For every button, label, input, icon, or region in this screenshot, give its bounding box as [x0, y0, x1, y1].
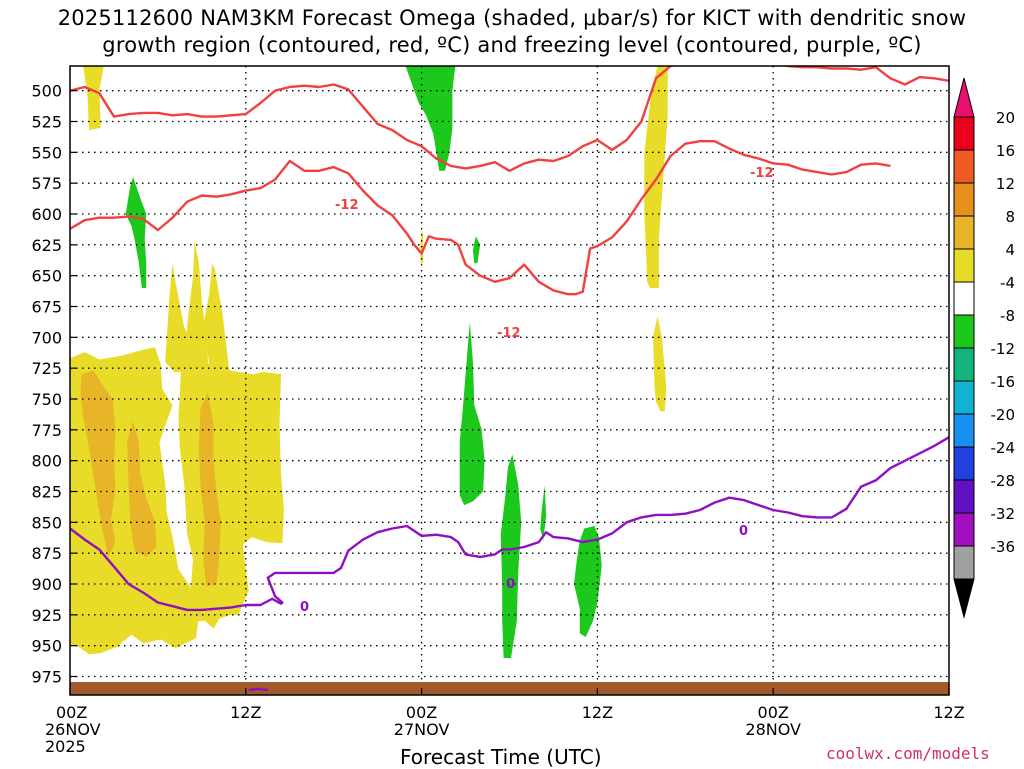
omega-region-5 — [185, 241, 210, 387]
x-tick-label: 12Z — [933, 703, 964, 722]
omega-region-14 — [405, 66, 456, 171]
y-tick-label: 725 — [31, 359, 62, 378]
y-tick-label: 875 — [31, 544, 62, 563]
x-tick-label: 12Z — [582, 703, 613, 722]
y-axis: 500 525 550 575 600 625 650 675 700 725 750 775 800 8… — [31, 82, 76, 687]
x-tick-label: 2025 — [45, 737, 86, 756]
colorbar-label: -20 — [991, 406, 1016, 424]
colorbar-label: 12 — [996, 175, 1015, 193]
y-tick-label: 650 — [31, 267, 62, 286]
colorbar-swatch — [953, 545, 975, 580]
credit-link[interactable]: coolwx.com/models — [826, 744, 990, 763]
y-tick-label: 750 — [31, 390, 62, 409]
omega-region-11 — [644, 66, 668, 288]
omega-region-1 — [83, 66, 104, 131]
plot-frame — [69, 65, 950, 696]
dgz-label-2: -12 — [497, 326, 521, 341]
omega-region-10 — [420, 232, 424, 264]
y-tick-label: 800 — [31, 452, 62, 471]
contour-labels: -12 -12 -12 0 0 0 — [300, 166, 774, 615]
colorbar-swatch — [953, 215, 975, 250]
omega-region-18 — [540, 485, 547, 541]
colorbar-label: -36 — [991, 538, 1016, 556]
contours — [70, 66, 949, 692]
colorbar: 20 16 12 8 4 -4 -8 -12 -16 -20 -24 -28 -32 -36 — [953, 77, 1016, 619]
colorbar-label: -28 — [991, 472, 1016, 490]
colorbar-swatch — [953, 413, 975, 448]
colorbar-swatch — [953, 116, 975, 151]
x-tick-label: 00Z — [56, 703, 87, 722]
colorbar-swatch — [953, 182, 975, 217]
omega-region-17 — [500, 454, 522, 658]
colorbar-swatch — [953, 149, 975, 184]
omega-region-6 — [203, 263, 230, 381]
y-tick-label: 975 — [31, 668, 62, 687]
y-tick-label: 900 — [31, 575, 62, 594]
y-tick-label: 625 — [31, 236, 62, 255]
colorbar-swatch — [953, 479, 975, 514]
y-tick-label: 575 — [31, 174, 62, 193]
colorbar-label: -8 — [1000, 307, 1015, 325]
colorbar-label: -16 — [991, 373, 1016, 391]
colorbar-swatch — [953, 512, 975, 547]
x-tick-label: 00Z — [406, 703, 437, 722]
y-tick-label: 850 — [31, 513, 62, 532]
y-tick-label: 550 — [31, 143, 62, 162]
colorbar-label: 16 — [996, 142, 1015, 160]
omega-region-15 — [472, 236, 481, 264]
omega-region-13 — [125, 177, 147, 288]
grid-lines — [70, 66, 949, 695]
y-tick-label: 675 — [31, 298, 62, 317]
colorbar-label: -4 — [1000, 274, 1015, 292]
colorbar-swatch — [953, 281, 975, 316]
x-tick-label: 28NOV — [745, 720, 801, 739]
colorbar-swatch — [953, 248, 975, 283]
omega-shading — [70, 66, 668, 658]
x-tick-label: 26NOV — [45, 720, 101, 739]
omega-region-9 — [198, 392, 221, 587]
colorbar-swatch — [953, 347, 975, 382]
y-tick-label: 600 — [31, 205, 62, 224]
x-axis-label: Forecast Time (UTC) — [400, 745, 602, 769]
y-tick-label: 700 — [31, 328, 62, 347]
terrain-below-ground — [70, 682, 949, 695]
dgz-label-1: -12 — [335, 198, 359, 213]
y-tick-label: 500 — [31, 82, 62, 101]
contour-dgz_top_minus12C — [70, 66, 949, 173]
chart-title-line2: growth region (contoured, red, ºC) and f… — [102, 33, 922, 57]
x-tick-label: 00Z — [758, 703, 789, 722]
y-tick-label: 525 — [31, 113, 62, 132]
colorbar-label: 4 — [1005, 241, 1015, 259]
omega-region-7 — [80, 370, 116, 557]
freezing-label-3: 0 — [739, 524, 748, 539]
chart-title-line1: 2025112600 NAM3KM Forecast Omega (shaded… — [57, 6, 967, 30]
y-tick-label: 775 — [31, 421, 62, 440]
colorbar-label: -24 — [991, 439, 1016, 457]
contour-freezing_level_0C — [70, 436, 949, 612]
colorbar-label: 20 — [996, 109, 1015, 127]
colorbar-label: -32 — [991, 505, 1016, 523]
omega-region-12 — [653, 316, 667, 412]
colorbar-bottom-arrow — [953, 578, 975, 619]
y-tick-label: 950 — [31, 637, 62, 656]
colorbar-swatch — [953, 446, 975, 481]
colorbar-label: 8 — [1005, 208, 1015, 226]
contour-dgz_bottom_minus12C — [70, 139, 891, 296]
x-tick-label: 12Z — [230, 703, 261, 722]
colorbar-swatch — [953, 380, 975, 415]
colorbar-label: -12 — [991, 340, 1016, 358]
y-tick-label: 925 — [31, 606, 62, 625]
colorbar-top-arrow — [953, 77, 975, 118]
y-tick-label: 825 — [31, 483, 62, 502]
omega-region-3 — [165, 263, 188, 372]
omega-region-16 — [459, 322, 485, 506]
colorbar-swatch — [953, 314, 975, 349]
contour-freezing-level-surface — [248, 687, 268, 692]
freezing-label-2: 0 — [506, 577, 515, 592]
freezing-label-1: 0 — [300, 600, 309, 615]
x-tick-label: 27NOV — [394, 720, 450, 739]
dgz-label-3: -12 — [750, 166, 774, 181]
